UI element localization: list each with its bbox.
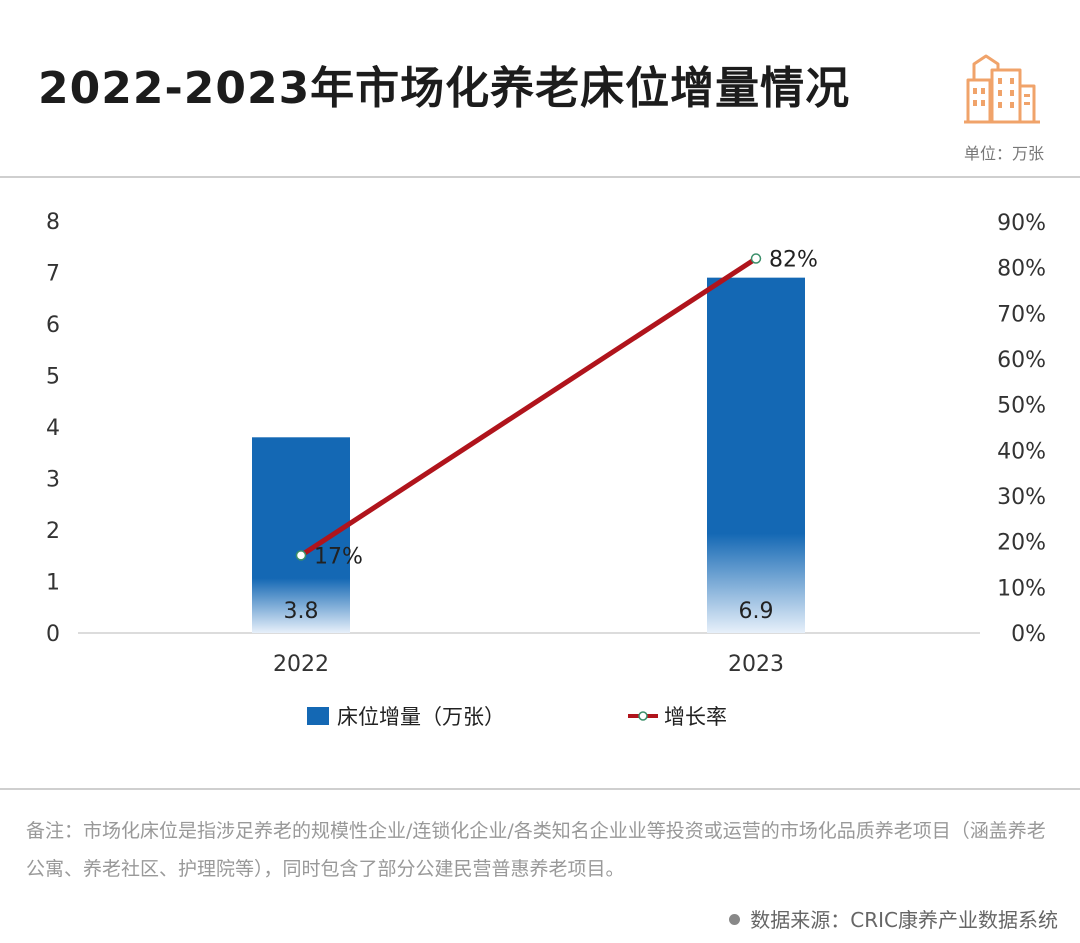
- page-title: 2022-2023年市场化养老床位增量情况: [38, 63, 851, 114]
- legend-bar-swatch: [307, 707, 329, 725]
- bar-value-label: 6.9: [739, 599, 774, 624]
- right-axis: 0% 10% 20% 30% 40% 50% 60% 70% 80% 90%: [997, 211, 1046, 647]
- left-tick-label: 1: [46, 571, 60, 596]
- unit-label: 单位：万张: [963, 144, 1044, 163]
- legend: 床位增量（万张） 增长率: [307, 705, 727, 729]
- left-tick-label: 7: [46, 262, 60, 287]
- x-tick-label: 2023: [728, 652, 784, 677]
- data-source: 数据来源：CRIC康养产业数据系统: [729, 904, 1058, 933]
- left-tick-label: 6: [46, 313, 60, 338]
- legend-line-marker: [638, 711, 648, 721]
- line-series: 17% 82%: [295, 248, 818, 569]
- right-tick-label: 80%: [997, 257, 1046, 282]
- left-tick-label: 3: [46, 468, 60, 493]
- right-tick-label: 90%: [997, 211, 1046, 236]
- x-tick-label: 2022: [273, 652, 329, 677]
- city-buildings-icon: [964, 54, 1040, 124]
- x-axis: 2022 2023: [273, 652, 784, 677]
- right-tick-label: 70%: [997, 302, 1046, 327]
- line-point: [750, 253, 762, 264]
- line-value-label: 82%: [769, 248, 818, 273]
- data-source-text: 数据来源：CRIC康养产业数据系统: [750, 908, 1058, 932]
- growth-rate-line: [299, 256, 758, 558]
- right-tick-label: 50%: [997, 394, 1046, 419]
- bar: [707, 277, 805, 633]
- right-tick-label: 30%: [997, 485, 1046, 510]
- bar-value-label: 3.8: [284, 599, 319, 624]
- left-tick-label: 2: [46, 519, 60, 544]
- legend-bar-label: 床位增量（万张）: [337, 705, 505, 729]
- left-tick-label: 8: [46, 210, 60, 235]
- bottom-divider: [0, 788, 1080, 790]
- right-tick-label: 60%: [997, 348, 1046, 373]
- legend-line-label: 增长率: [664, 705, 727, 729]
- right-tick-label: 10%: [997, 576, 1046, 601]
- bullet-icon: [729, 914, 741, 925]
- left-tick-label: 5: [46, 365, 60, 390]
- left-axis: 0 1 2 3 4 5 6 7 8: [46, 210, 60, 647]
- right-tick-label: 40%: [997, 439, 1046, 464]
- footnote: 备注：市场化床位是指涉足养老的规模性企业/连锁化企业/各类知名企业业等投资或运营…: [26, 820, 1046, 880]
- right-tick-label: 20%: [997, 531, 1046, 556]
- line-value-label: 17%: [314, 544, 363, 569]
- left-tick-label: 4: [46, 416, 60, 441]
- bar-series: 3.8 6.9: [252, 277, 805, 633]
- top-divider: [0, 176, 1080, 178]
- right-tick-label: 0%: [1011, 622, 1046, 647]
- left-tick-label: 0: [46, 622, 60, 647]
- line-point: [295, 550, 307, 561]
